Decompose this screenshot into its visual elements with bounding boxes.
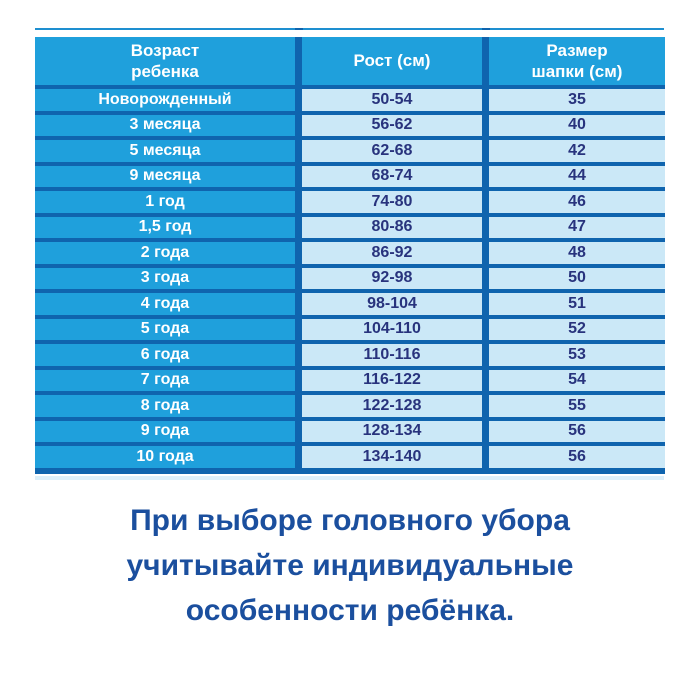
hat-size-table: Возраст ребенка Рост (см) Размер шапки (… [35, 37, 665, 474]
hat-size-cell: 51 [489, 293, 665, 315]
hat-size-cell: 55 [489, 395, 665, 417]
height-cell: 110-116 [302, 344, 482, 366]
table-row: 1,5 год 80-86 47 [35, 216, 665, 238]
table-row: 4 года 98-104 51 [35, 293, 665, 315]
table-top-accent-line [35, 28, 664, 30]
top-line-dash [482, 28, 490, 30]
table-row: 8 года 122-128 55 [35, 395, 665, 417]
age-cell: 1 год [35, 191, 295, 213]
column-header-hat-size: Размер шапки (см) [489, 37, 665, 85]
hat-size-cell: 56 [489, 446, 665, 468]
caption-line-1: При выборе головного убора [130, 504, 570, 537]
age-cell: 8 года [35, 395, 295, 417]
hat-size-cell: 40 [489, 114, 665, 136]
height-cell: 122-128 [302, 395, 482, 417]
caption-line-3: особенности ребёнка. [185, 594, 515, 627]
hat-size-cell: 53 [489, 344, 665, 366]
table-row: 2 года 86-92 48 [35, 242, 665, 264]
table-row: 3 года 92-98 50 [35, 267, 665, 289]
age-cell: 4 года [35, 293, 295, 315]
age-cell: 5 месяца [35, 140, 295, 162]
age-cell: 1,5 год [35, 216, 295, 238]
height-cell: 128-134 [302, 420, 482, 442]
height-cell: 68-74 [302, 165, 482, 187]
hat-size-cell: 44 [489, 165, 665, 187]
column-header-height: Рост (см) [302, 37, 482, 85]
height-cell: 62-68 [302, 140, 482, 162]
age-cell: 6 года [35, 344, 295, 366]
hat-size-cell: 52 [489, 318, 665, 340]
height-cell: 134-140 [302, 446, 482, 468]
spacer [35, 30, 665, 37]
hat-size-cell: 46 [489, 191, 665, 213]
table-bottom-accent-strip [35, 475, 664, 480]
age-cell: 3 месяца [35, 114, 295, 136]
table-row: 9 года 128-134 56 [35, 420, 665, 442]
age-cell: 10 года [35, 446, 295, 468]
caption-line-2: учитывайте индивидуальные [126, 549, 574, 582]
age-cell: Новорожденный [35, 89, 295, 111]
hat-size-cell: 42 [489, 140, 665, 162]
age-cell: 9 месяца [35, 165, 295, 187]
caption: При выборе головного убора учитывайте ин… [0, 498, 700, 633]
age-cell: 7 года [35, 369, 295, 391]
height-cell: 92-98 [302, 267, 482, 289]
height-cell: 50-54 [302, 89, 482, 111]
height-cell: 86-92 [302, 242, 482, 264]
table-row: 5 года 104-110 52 [35, 318, 665, 340]
table-row: 5 месяца 62-68 42 [35, 140, 665, 162]
hat-size-cell: 48 [489, 242, 665, 264]
table-row: 1 год 74-80 46 [35, 191, 665, 213]
table-row: 9 месяца 68-74 44 [35, 165, 665, 187]
table-row: 6 года 110-116 53 [35, 344, 665, 366]
age-cell: 2 года [35, 242, 295, 264]
height-cell: 80-86 [302, 216, 482, 238]
height-cell: 116-122 [302, 369, 482, 391]
table-header-row: Возраст ребенка Рост (см) Размер шапки (… [35, 37, 665, 85]
hat-size-cell: 35 [489, 89, 665, 111]
age-cell: 9 года [35, 420, 295, 442]
column-header-age: Возраст ребенка [35, 37, 295, 85]
hat-size-cell: 54 [489, 369, 665, 391]
height-cell: 56-62 [302, 114, 482, 136]
height-cell: 98-104 [302, 293, 482, 315]
height-cell: 74-80 [302, 191, 482, 213]
hat-size-cell: 50 [489, 267, 665, 289]
age-cell: 5 года [35, 318, 295, 340]
hat-size-chart: Возраст ребенка Рост (см) Размер шапки (… [35, 28, 665, 480]
top-line-dash [295, 28, 303, 30]
table-row: 7 года 116-122 54 [35, 369, 665, 391]
table-row: 3 месяца 56-62 40 [35, 114, 665, 136]
height-cell: 104-110 [302, 318, 482, 340]
hat-size-cell: 56 [489, 420, 665, 442]
age-cell: 3 года [35, 267, 295, 289]
hat-size-cell: 47 [489, 216, 665, 238]
table-row: 10 года 134-140 56 [35, 446, 665, 468]
table-row: Новорожденный 50-54 35 [35, 89, 665, 111]
